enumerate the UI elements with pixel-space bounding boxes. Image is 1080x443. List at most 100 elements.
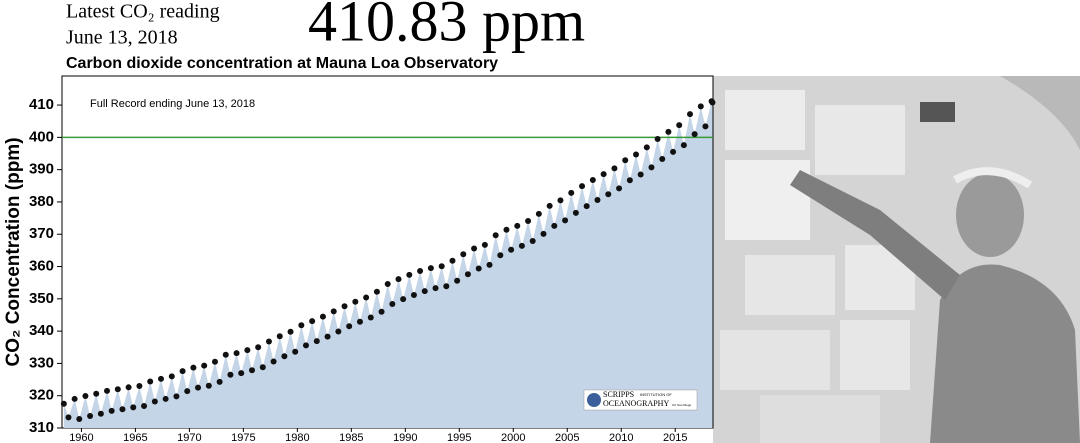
- data-point: [367, 314, 374, 321]
- data-point: [454, 277, 461, 284]
- x-tick-label: 1970: [177, 432, 201, 443]
- y-tick-label: 370: [29, 225, 54, 242]
- data-point: [147, 378, 154, 385]
- data-point: [216, 378, 223, 385]
- latest-reading: 410.83 ppm: [308, 0, 585, 53]
- data-point: [173, 393, 180, 400]
- chart-title: Carbon dioxide concentration at Mauna Lo…: [66, 55, 498, 72]
- data-point: [659, 155, 666, 162]
- data-point: [389, 300, 396, 307]
- data-point: [709, 99, 716, 106]
- data-point: [680, 142, 687, 149]
- data-point: [190, 364, 197, 371]
- data-point: [529, 238, 536, 245]
- data-point: [540, 230, 547, 237]
- data-point: [104, 387, 111, 394]
- data-point: [276, 333, 283, 340]
- data-point: [702, 123, 709, 130]
- data-point: [481, 241, 488, 248]
- x-tick-label: 1985: [339, 432, 363, 443]
- x-tick-label: 1980: [285, 432, 309, 443]
- data-point: [346, 323, 353, 330]
- data-point: [648, 164, 655, 171]
- data-point: [82, 393, 89, 400]
- data-point: [227, 371, 234, 378]
- data-point: [130, 404, 137, 411]
- data-point: [670, 148, 677, 155]
- data-point: [335, 328, 342, 335]
- data-point: [406, 271, 413, 278]
- y-tick-label: 380: [29, 193, 54, 210]
- data-point: [637, 171, 644, 178]
- data-point: [562, 217, 569, 224]
- data-point: [108, 407, 115, 414]
- data-point: [438, 263, 445, 270]
- data-point: [87, 413, 94, 420]
- data-point: [114, 386, 121, 393]
- data-point: [141, 403, 148, 410]
- header-date: June 13, 2018: [66, 27, 178, 49]
- data-point: [427, 265, 434, 272]
- header-label: Latest CO₂ reading: [66, 1, 220, 23]
- data-point: [330, 308, 337, 315]
- data-point: [211, 358, 218, 365]
- x-tick-label: 1990: [393, 432, 417, 443]
- data-point: [93, 390, 100, 397]
- plot-area: [60, 75, 716, 429]
- photo: [713, 76, 1080, 443]
- data-point: [151, 398, 158, 405]
- data-point: [514, 222, 521, 229]
- data-point: [373, 288, 380, 295]
- data-point: [589, 176, 596, 183]
- data-point: [287, 328, 294, 335]
- logo-text: UC San Diego: [672, 403, 692, 407]
- data-point: [222, 351, 229, 358]
- data-point: [162, 395, 169, 402]
- data-point: [583, 203, 590, 210]
- data-point: [611, 165, 618, 172]
- annotation: Full Record ending June 13, 2018: [90, 98, 255, 110]
- x-tick-label: 2000: [501, 432, 525, 443]
- data-point: [572, 209, 579, 216]
- data-point: [76, 415, 83, 422]
- data-point: [518, 242, 525, 249]
- data-point: [460, 251, 467, 258]
- data-point: [270, 358, 277, 365]
- data-point: [486, 261, 493, 268]
- data-point: [497, 252, 504, 259]
- data-point: [259, 364, 266, 371]
- logo-text: SCRIPPS: [603, 390, 634, 399]
- y-tick-label: 360: [29, 258, 54, 275]
- data-point: [205, 382, 212, 389]
- data-point: [665, 128, 672, 135]
- data-point: [184, 388, 191, 395]
- data-point: [557, 197, 564, 204]
- y-axis-label: CO₂ Concentration (ppm): [3, 137, 24, 366]
- data-point: [195, 384, 202, 391]
- data-point: [417, 268, 424, 275]
- data-point: [464, 271, 471, 278]
- data-point: [378, 308, 385, 315]
- data-point: [594, 197, 601, 204]
- data-point: [622, 157, 629, 164]
- data-point: [421, 288, 428, 295]
- data-point: [309, 318, 316, 325]
- data-point: [341, 303, 348, 310]
- data-point: [319, 313, 326, 320]
- data-point: [233, 350, 240, 357]
- data-point: [579, 183, 586, 190]
- y-tick-label: 320: [29, 387, 54, 404]
- data-point: [551, 222, 558, 229]
- x-tick-label: 1960: [69, 432, 93, 443]
- data-point: [654, 135, 661, 142]
- data-point: [249, 367, 256, 374]
- data-point: [508, 246, 515, 253]
- data-point: [157, 375, 164, 382]
- data-point: [238, 370, 245, 377]
- data-point: [626, 177, 633, 184]
- x-tick-label: 1965: [123, 432, 147, 443]
- data-point: [600, 171, 607, 178]
- logo: SCRIPPS INSTITUTION OF OCEANOGRAPHY UC S…: [583, 389, 698, 411]
